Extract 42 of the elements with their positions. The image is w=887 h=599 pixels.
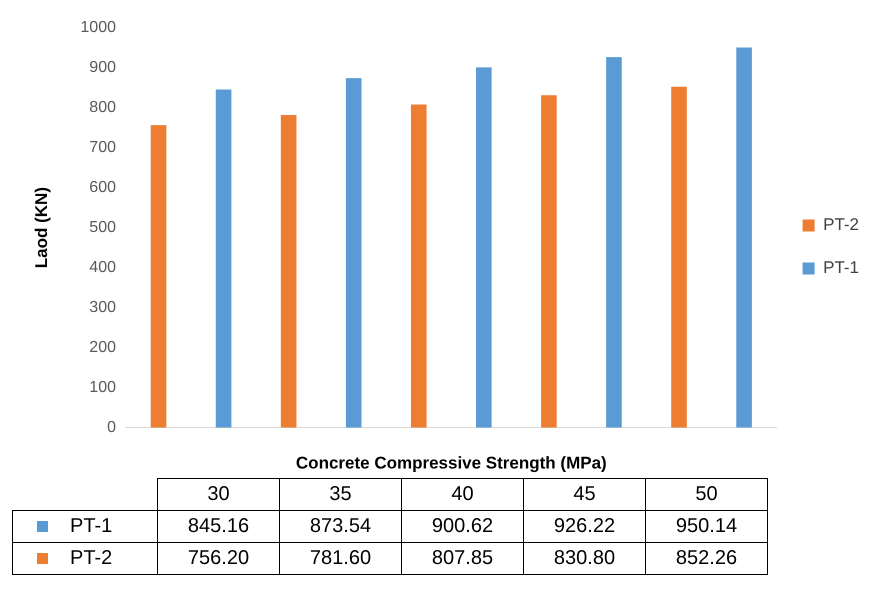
x-axis-title: Concrete Compressive Strength (MPa) (296, 453, 607, 472)
text: PT-1 (70, 515, 112, 537)
y-axis-title: Laod (KN) (32, 186, 51, 268)
data-label: 830.80 (524, 542, 646, 574)
y-tick-label: 800 (89, 99, 116, 116)
bar (150, 125, 166, 428)
x-tick-label: 35 (280, 478, 402, 510)
bar (346, 78, 362, 428)
y-tick-label: 300 (89, 299, 116, 316)
y-tick-label: 600 (89, 179, 116, 196)
x-tick-label: 40 (402, 478, 524, 510)
y-tick-label: 400 (89, 259, 116, 276)
y-tick-label: 200 (89, 339, 116, 356)
y-tick-label: 1000 (80, 19, 116, 36)
data-label: 756.20 (158, 542, 280, 574)
data-label: 950.14 (646, 510, 768, 542)
bar (280, 114, 296, 428)
text: PT-2 (823, 215, 860, 234)
legend-label: PT-1 (823, 258, 860, 278)
data-label: 852.26 (646, 542, 768, 574)
bar (541, 95, 557, 428)
y-tick-label: 500 (89, 219, 116, 236)
bar (671, 86, 687, 428)
y-tick-label: 100 (89, 379, 116, 396)
data-label: 845.16 (158, 510, 280, 542)
x-tick-label: 30 (158, 478, 280, 510)
data-label: 900.62 (402, 510, 524, 542)
bar (410, 104, 427, 428)
bar (476, 67, 492, 428)
y-tick-label: 900 (89, 59, 116, 76)
x-tick-label: 50 (646, 478, 768, 510)
data-label: 807.85 (402, 542, 524, 574)
bar (736, 48, 752, 428)
y-tick-label: 0 (107, 419, 116, 436)
bar (216, 90, 232, 428)
legend-label: PT-2 (70, 547, 112, 569)
bar (606, 57, 622, 428)
data-label: 781.60 (280, 542, 402, 574)
y-tick-label: 700 (89, 139, 116, 156)
data-label: 926.22 (524, 510, 646, 542)
x-tick-label: 45 (524, 478, 646, 510)
data-label: 873.54 (280, 510, 402, 542)
